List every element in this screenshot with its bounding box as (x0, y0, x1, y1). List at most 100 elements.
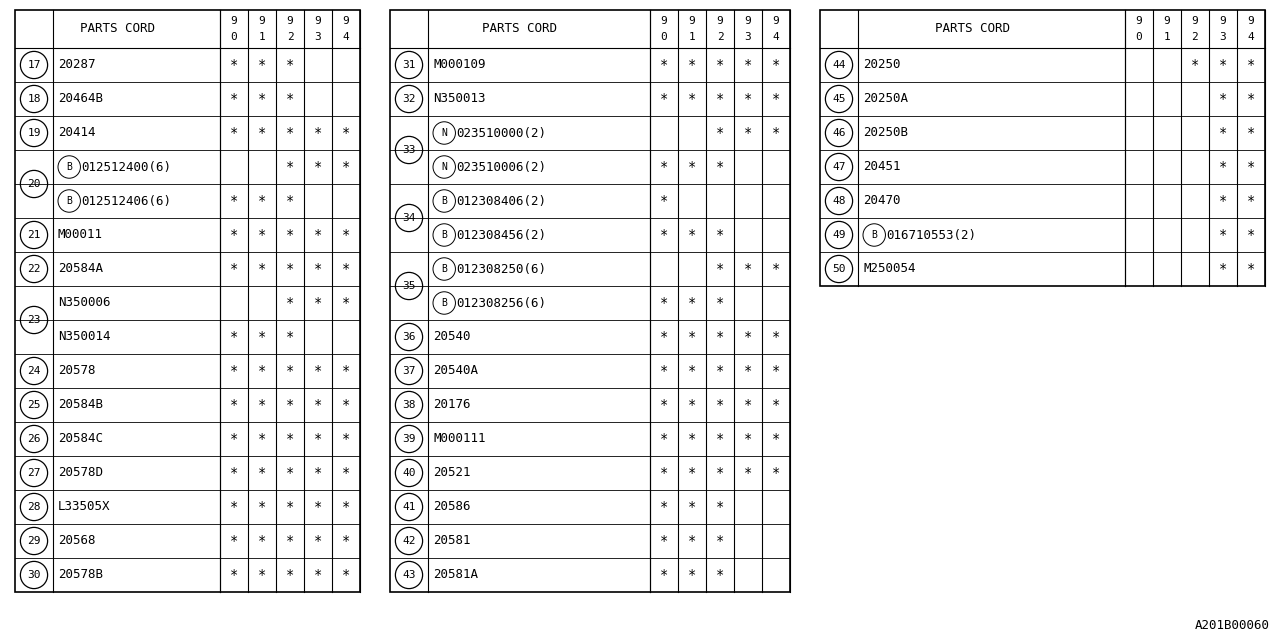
Text: *: * (687, 92, 696, 106)
Text: 18: 18 (27, 94, 41, 104)
Text: 20581A: 20581A (433, 568, 477, 582)
Text: *: * (257, 126, 266, 140)
Text: 4: 4 (773, 33, 780, 42)
Text: N350013: N350013 (433, 93, 485, 106)
Text: *: * (342, 262, 351, 276)
Text: 27: 27 (27, 468, 41, 478)
Text: *: * (230, 466, 238, 480)
Text: 20250A: 20250A (863, 93, 908, 106)
Text: *: * (314, 228, 323, 242)
Text: 47: 47 (832, 162, 846, 172)
Text: *: * (230, 228, 238, 242)
Text: *: * (744, 364, 753, 378)
Text: 20586: 20586 (433, 500, 471, 513)
Text: *: * (230, 92, 238, 106)
Text: *: * (314, 126, 323, 140)
Text: *: * (285, 296, 294, 310)
Text: *: * (342, 296, 351, 310)
Text: 016710553(2): 016710553(2) (887, 228, 977, 241)
Text: *: * (659, 534, 668, 548)
Text: *: * (659, 194, 668, 208)
Text: *: * (1219, 58, 1228, 72)
Text: *: * (285, 466, 294, 480)
Text: *: * (687, 364, 696, 378)
Text: 1: 1 (1164, 33, 1170, 42)
Text: 20540: 20540 (433, 330, 471, 344)
Text: 4: 4 (343, 33, 349, 42)
Text: *: * (772, 398, 781, 412)
Text: *: * (744, 432, 753, 446)
Text: *: * (659, 92, 668, 106)
Text: PARTS CORD: PARTS CORD (79, 22, 155, 35)
Text: *: * (687, 330, 696, 344)
Text: 38: 38 (402, 400, 416, 410)
Text: *: * (285, 364, 294, 378)
Text: *: * (1219, 228, 1228, 242)
Text: *: * (687, 398, 696, 412)
Text: 012308250(6): 012308250(6) (457, 262, 547, 275)
Text: *: * (772, 364, 781, 378)
Text: *: * (1247, 228, 1256, 242)
Text: 9: 9 (660, 17, 667, 26)
Text: 20578: 20578 (58, 365, 96, 378)
Text: *: * (342, 568, 351, 582)
Text: *: * (285, 228, 294, 242)
Text: 9: 9 (259, 17, 265, 26)
Text: 20581: 20581 (433, 534, 471, 547)
Text: *: * (716, 58, 724, 72)
Text: 22: 22 (27, 264, 41, 274)
Text: *: * (285, 194, 294, 208)
Text: *: * (716, 534, 724, 548)
Text: *: * (314, 364, 323, 378)
Text: *: * (1219, 262, 1228, 276)
Text: *: * (744, 330, 753, 344)
Text: *: * (659, 58, 668, 72)
Text: 20584B: 20584B (58, 399, 102, 412)
Text: 20578B: 20578B (58, 568, 102, 582)
Text: *: * (659, 296, 668, 310)
Text: *: * (257, 330, 266, 344)
Text: *: * (687, 432, 696, 446)
Text: 45: 45 (832, 94, 846, 104)
Text: *: * (1219, 126, 1228, 140)
Text: *: * (314, 160, 323, 174)
Text: *: * (285, 500, 294, 514)
Text: 9: 9 (1220, 17, 1226, 26)
Text: *: * (342, 126, 351, 140)
Text: 1: 1 (259, 33, 265, 42)
Text: N: N (442, 162, 447, 172)
Text: *: * (314, 398, 323, 412)
Text: *: * (285, 534, 294, 548)
Text: 20287: 20287 (58, 58, 96, 72)
Text: 012308256(6): 012308256(6) (457, 296, 547, 310)
Text: PARTS CORD: PARTS CORD (483, 22, 558, 35)
Text: 20: 20 (27, 179, 41, 189)
Text: *: * (716, 466, 724, 480)
Text: *: * (1247, 58, 1256, 72)
Text: *: * (342, 466, 351, 480)
Text: *: * (257, 194, 266, 208)
Text: *: * (230, 432, 238, 446)
Text: *: * (314, 432, 323, 446)
Text: *: * (716, 432, 724, 446)
Text: *: * (257, 500, 266, 514)
Text: 35: 35 (402, 281, 416, 291)
Text: 20451: 20451 (863, 161, 901, 173)
Text: 4: 4 (1248, 33, 1254, 42)
Text: N350006: N350006 (58, 296, 110, 310)
Text: *: * (716, 330, 724, 344)
Bar (15, 10, 360, 592)
Text: 0: 0 (1135, 33, 1142, 42)
Text: 50: 50 (832, 264, 846, 274)
Text: 2: 2 (717, 33, 723, 42)
Text: *: * (659, 432, 668, 446)
Text: 0: 0 (230, 33, 237, 42)
Text: M000109: M000109 (433, 58, 485, 72)
Text: *: * (687, 534, 696, 548)
Text: *: * (1247, 262, 1256, 276)
Text: 29: 29 (27, 536, 41, 546)
Text: 36: 36 (402, 332, 416, 342)
Text: 21: 21 (27, 230, 41, 240)
Text: *: * (659, 500, 668, 514)
Text: *: * (342, 228, 351, 242)
